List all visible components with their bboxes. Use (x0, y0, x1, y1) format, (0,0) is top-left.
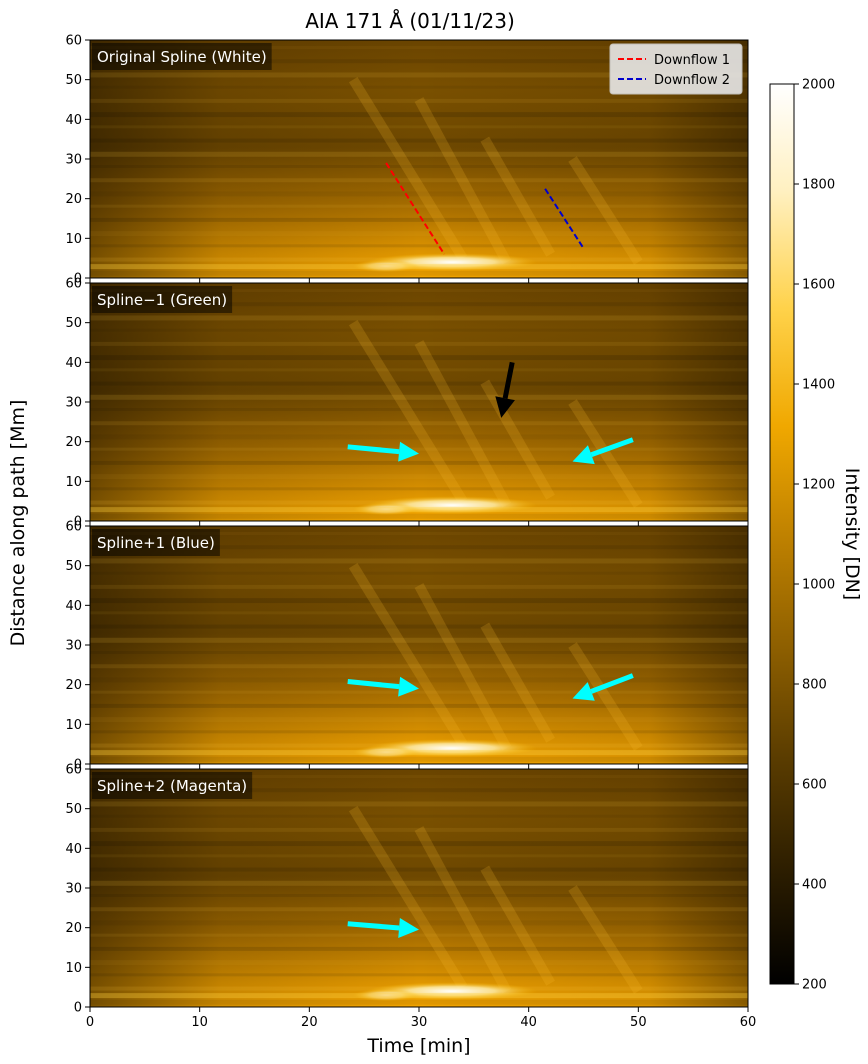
y-tick-label: 20 (65, 678, 82, 693)
y-tick-label: 30 (65, 882, 82, 897)
y-tick-label: 10 (65, 232, 82, 247)
y-tick-label: 0 (74, 758, 82, 773)
colorbar-tick-label: 600 (802, 778, 827, 793)
heatmap-image (90, 283, 748, 521)
y-tick-label: 0 (74, 272, 82, 287)
svg-text:Downflow 2: Downflow 2 (654, 73, 730, 88)
y-tick-label: 60 (65, 277, 82, 292)
y-tick-label: 50 (65, 559, 82, 574)
y-tick-label: 30 (65, 153, 82, 168)
panel-label: Spline−1 (Green) (92, 286, 233, 313)
colorbar-tick-label: 1200 (802, 478, 835, 493)
figure-title: AIA 171 Å (01/11/23) (305, 9, 515, 33)
colorbar-tick-label: 1800 (802, 178, 835, 193)
annotation-arrow-2 (572, 437, 634, 465)
y-tick-label: 20 (65, 192, 82, 207)
svg-text:Spline+1 (Blue): Spline+1 (Blue) (97, 534, 215, 552)
y-tick-label: 30 (65, 396, 82, 411)
y-tick-label: 10 (65, 475, 82, 490)
panel-4: Spline+2 (Magenta) 0 10 20 30 40 50 60 0 10 20 30 40… (65, 763, 756, 1031)
colorbar-tick-label: 1600 (802, 278, 835, 293)
annotation-arrow-1 (347, 441, 419, 462)
y-axis-label: Distance along path [Mm] (7, 400, 29, 647)
colorbar-tick-label: 1400 (802, 378, 835, 393)
colorbar-tick-label: 2000 (802, 78, 835, 93)
annotation-arrow-2 (572, 673, 634, 701)
y-tick-label: 20 (65, 921, 82, 936)
x-tick-label: 40 (520, 1015, 537, 1030)
x-axis-label: Time [min] (366, 1035, 470, 1057)
colorbar-tick-label: 800 (802, 678, 827, 693)
x-tick-label: 10 (191, 1015, 208, 1030)
annotation-arrow-3 (495, 361, 515, 418)
y-tick-label: 40 (65, 599, 82, 614)
y-tick-label: 50 (65, 73, 82, 88)
x-tick-label: 20 (301, 1015, 318, 1030)
y-tick-label: 20 (65, 435, 82, 450)
y-tick-label: 60 (65, 763, 82, 778)
x-tick-label: 60 (740, 1015, 757, 1030)
x-tick-label: 30 (411, 1015, 428, 1030)
y-tick-label: 60 (65, 520, 82, 535)
y-tick-label: 40 (65, 842, 82, 857)
x-tick-label: 0 (86, 1015, 94, 1030)
panels: Original Spline (White) Downflow 1Downflo… (65, 34, 756, 1031)
downflow-line-2 (544, 188, 585, 249)
y-tick-label: 40 (65, 356, 82, 371)
panel-label: Spline+2 (Magenta) (92, 772, 253, 799)
annotation-arrow-1 (347, 676, 419, 697)
panel-label: Spline+1 (Blue) (92, 529, 220, 556)
colorbar-gradient (769, 83, 795, 985)
svg-text:Spline−1 (Green): Spline−1 (Green) (97, 291, 227, 309)
svg-text:Spline+2 (Magenta): Spline+2 (Magenta) (97, 777, 247, 795)
colorbar-tick-label: 1000 (802, 578, 835, 593)
colorbar-ticks: 200 400 600 800 1000 1200 1400 1600 1800 2000 (794, 78, 835, 993)
downflow-line-1 (385, 162, 446, 255)
panel-3: Spline+1 (Blue) 0 10 20 30 40 50 60 (65, 520, 749, 773)
legend: Downflow 1 Downflow 2 (609, 43, 743, 95)
annotation-arrow-1 (347, 918, 419, 938)
y-tick-label: 10 (65, 961, 82, 976)
y-tick-label: 10 (65, 718, 82, 733)
svg-text:Downflow 1: Downflow 1 (654, 53, 730, 68)
y-tick-label: 40 (65, 113, 82, 128)
colorbar-tick-label: 200 (802, 978, 827, 993)
x-tick-label: 50 (630, 1015, 647, 1030)
svg-text:Original Spline (White): Original Spline (White) (97, 48, 267, 66)
colorbar-tick-label: 400 (802, 878, 827, 893)
colorbar-label: Intensity [DN] (841, 468, 863, 600)
y-tick-label: 0 (74, 1001, 82, 1016)
heatmap-image (90, 526, 748, 764)
colorbar: 200 400 600 800 1000 1200 1400 1600 1800 2000 Int… (769, 78, 863, 993)
y-tick-label: 60 (65, 34, 82, 49)
panel-label: Original Spline (White) (92, 43, 272, 70)
legend-entry: Downflow 1 (618, 53, 730, 68)
heatmap-image (90, 769, 748, 1007)
legend-entry: Downflow 2 (618, 73, 730, 88)
y-tick-label: 50 (65, 802, 82, 817)
y-tick-label: 50 (65, 316, 82, 331)
panel-2: Spline−1 (Green) 0 10 20 30 40 50 60 (65, 277, 749, 530)
y-tick-label: 0 (74, 515, 82, 530)
panel-1: Original Spline (White) Downflow 1Downflo… (65, 34, 749, 287)
y-tick-label: 30 (65, 639, 82, 654)
